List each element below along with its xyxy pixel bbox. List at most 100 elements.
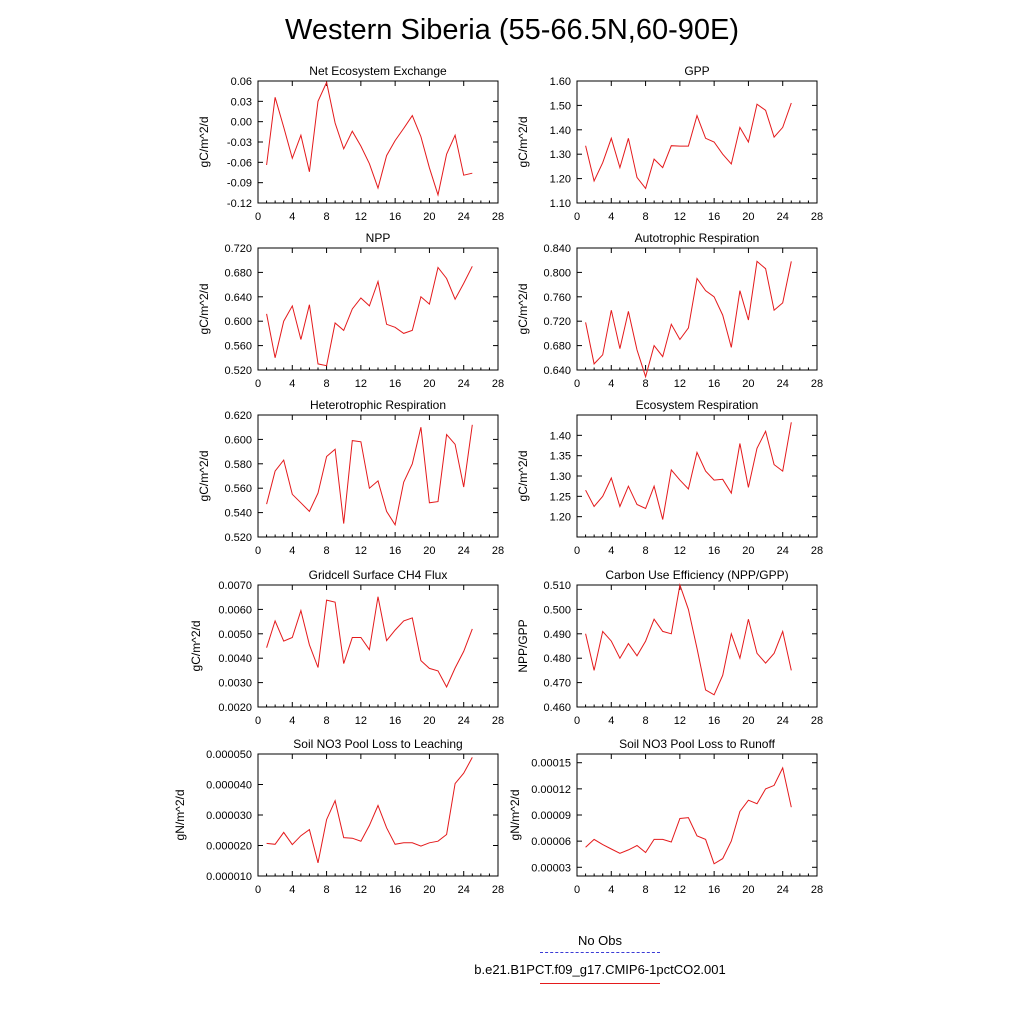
x-tick-label: 24 (777, 715, 789, 727)
series-line (266, 424, 473, 527)
y-tick-label: 1.40 (550, 430, 571, 442)
panel: NPP 0 4 8 12 16 20 24 28 0.520 0.560 0.600 0.640 0.68… (197, 231, 504, 390)
x-tick-label: 4 (289, 715, 295, 727)
y-tick-label: 0.540 (224, 508, 252, 520)
x-tick-label: 24 (777, 545, 789, 557)
figure-title: Western Siberia (55-66.5N,60-90E) (284, 14, 740, 46)
x-tick-label: 12 (674, 715, 686, 727)
y-tick-label: 1.40 (550, 125, 571, 137)
panel-title: GPP (684, 64, 709, 78)
y-axis-label: gN/m^2/d (173, 790, 187, 841)
y-tick-label: 0.0020 (218, 702, 252, 714)
y-tick-label: 0.000030 (206, 810, 252, 822)
series-line (266, 80, 473, 197)
y-tick-label: 0.00 (231, 117, 252, 129)
x-tick-label: 12 (355, 211, 367, 223)
x-tick-label: 20 (742, 545, 754, 557)
y-tick-label: 0.0050 (218, 629, 252, 641)
y-tick-label: -0.06 (227, 157, 252, 169)
y-axis-label: gC/m^2/d (197, 117, 211, 168)
panel-title: Soil NO3 Pool Loss to Runoff (619, 737, 776, 751)
x-tick-label: 4 (289, 545, 295, 557)
x-tick-label: 4 (608, 715, 614, 727)
legend-obs-label: No Obs (577, 933, 623, 948)
y-tick-label: 0.00009 (531, 810, 571, 822)
x-tick-label: 20 (742, 378, 754, 390)
y-tick-label: -0.03 (227, 137, 252, 149)
x-tick-label: 0 (574, 884, 580, 896)
series-line (585, 260, 792, 379)
x-tick-label: 12 (355, 715, 367, 727)
y-tick-label: -0.09 (227, 178, 252, 190)
y-tick-label: 0.640 (224, 292, 252, 304)
x-tick-label: 20 (423, 545, 435, 557)
y-tick-label: 1.30 (550, 471, 571, 483)
panel-title: Soil NO3 Pool Loss to Leaching (293, 737, 462, 751)
plot-frame (576, 247, 818, 371)
x-tick-label: 28 (811, 211, 823, 223)
plot-frame (576, 584, 818, 708)
x-tick-label: 12 (674, 884, 686, 896)
x-tick-label: 4 (289, 884, 295, 896)
x-tick-label: 0 (255, 378, 261, 390)
x-tick-label: 24 (458, 211, 470, 223)
x-tick-label: 12 (674, 378, 686, 390)
panel-title: Heterotrophic Respiration (310, 398, 446, 412)
legend-obs-line (540, 952, 660, 953)
y-tick-label: 0.000010 (206, 871, 252, 883)
x-tick-label: 4 (289, 378, 295, 390)
x-tick-label: 24 (777, 884, 789, 896)
y-tick-label: 1.20 (550, 512, 571, 524)
x-tick-label: 16 (708, 211, 720, 223)
y-tick-label: 0.0060 (218, 604, 252, 616)
x-tick-label: 8 (643, 545, 649, 557)
x-tick-label: 20 (423, 884, 435, 896)
y-axis-label: gC/m^2/d (189, 621, 203, 672)
panel-title: Net Ecosystem Exchange (309, 64, 447, 78)
y-tick-label: 0.840 (543, 243, 571, 255)
y-tick-label: 1.60 (550, 76, 571, 88)
x-tick-label: 20 (423, 378, 435, 390)
plot-frame (576, 414, 818, 538)
y-tick-label: 0.480 (543, 653, 571, 665)
y-tick-label: 0.560 (224, 341, 252, 353)
y-tick-label: 0.680 (543, 341, 571, 353)
x-tick-label: 0 (574, 211, 580, 223)
x-tick-label: 0 (574, 715, 580, 727)
panel-title: Carbon Use Efficiency (NPP/GPP) (605, 568, 788, 582)
x-tick-label: 0 (574, 378, 580, 390)
x-tick-label: 16 (708, 545, 720, 557)
y-tick-label: 1.50 (550, 100, 571, 112)
x-tick-label: 12 (355, 545, 367, 557)
x-tick-label: 12 (355, 884, 367, 896)
y-tick-label: 0.720 (543, 316, 571, 328)
y-tick-label: 0.00006 (531, 836, 571, 848)
x-tick-label: 8 (643, 715, 649, 727)
panel: Autotrophic Respiration 0 4 8 12 16 20 24 28 0.64… (516, 231, 823, 390)
x-tick-label: 28 (492, 545, 504, 557)
y-tick-label: 0.03 (231, 96, 252, 108)
y-tick-label: 0.580 (224, 459, 252, 471)
y-tick-label: 0.00012 (531, 784, 571, 796)
x-tick-label: 16 (389, 545, 401, 557)
x-tick-label: 20 (742, 211, 754, 223)
legend-model-label: b.e21.B1PCT.f09_g17.CMIP6-1pctCO2.001 (474, 962, 726, 977)
plot-frame (257, 80, 499, 204)
y-tick-label: 0.00003 (531, 862, 571, 874)
x-tick-label: 4 (289, 211, 295, 223)
x-tick-label: 20 (423, 211, 435, 223)
series-line (266, 596, 473, 689)
y-tick-label: 0.06 (231, 76, 252, 88)
x-tick-label: 4 (608, 545, 614, 557)
x-tick-label: 28 (811, 884, 823, 896)
legend-model-line (540, 983, 660, 984)
y-tick-label: 0.720 (224, 243, 252, 255)
x-tick-label: 20 (742, 884, 754, 896)
panel-title: NPP (366, 231, 391, 245)
x-tick-label: 0 (574, 545, 580, 557)
y-tick-label: 0.000040 (206, 780, 252, 792)
series-line (266, 266, 473, 367)
x-tick-label: 24 (777, 378, 789, 390)
plot-frame (576, 80, 818, 204)
